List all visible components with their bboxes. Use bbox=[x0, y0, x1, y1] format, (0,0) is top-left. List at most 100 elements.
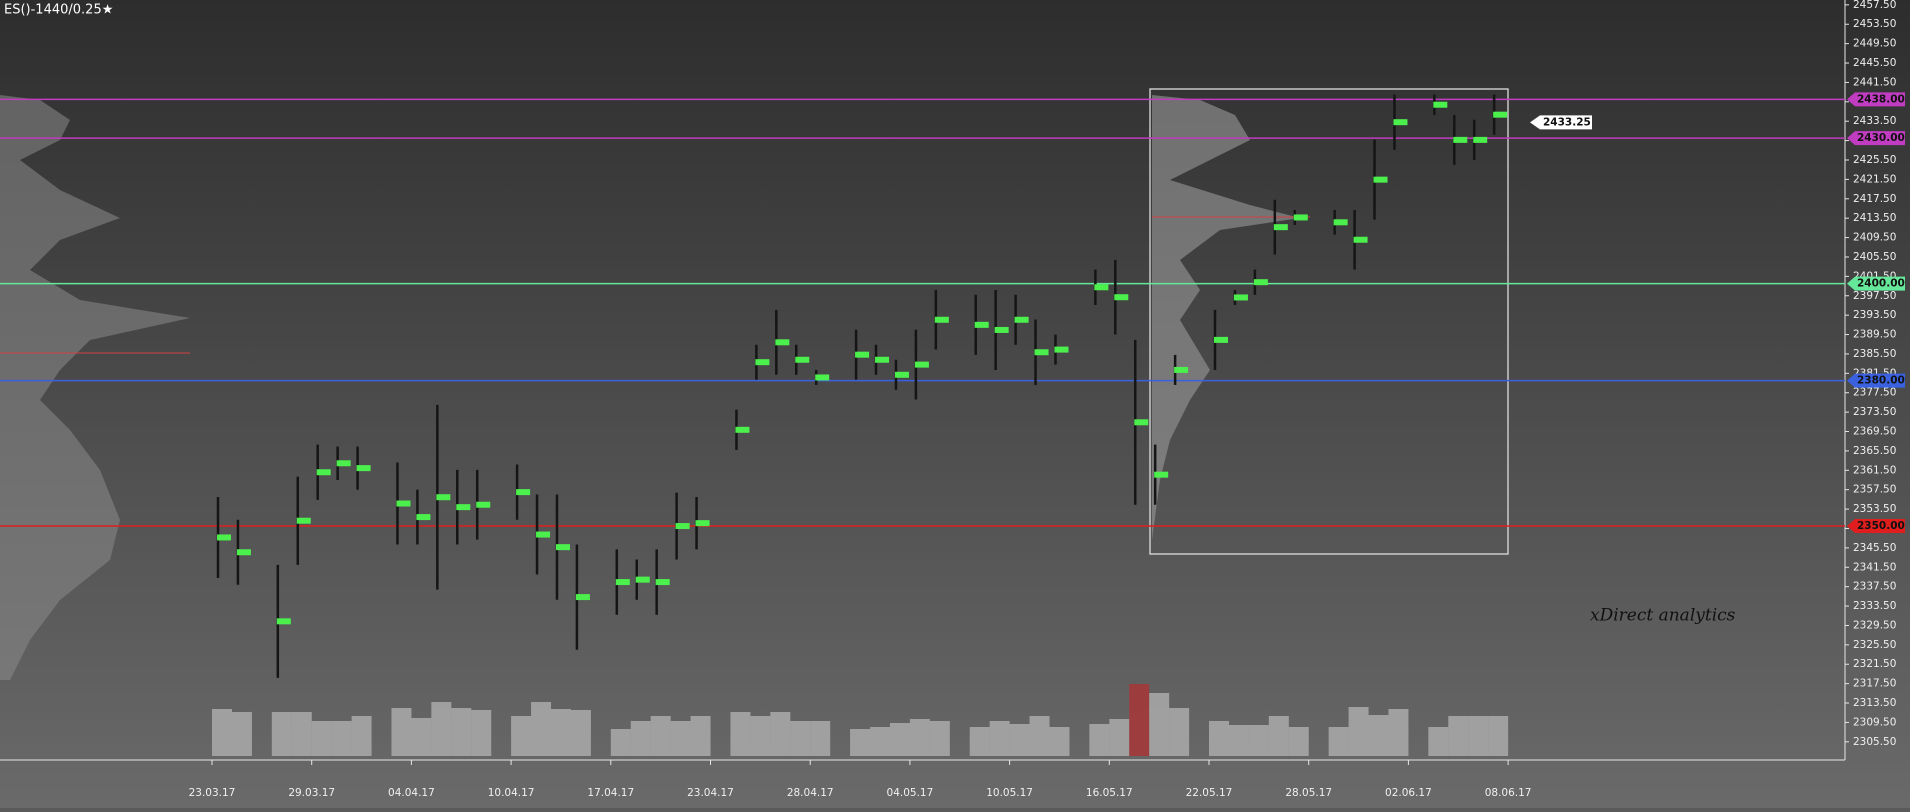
volume-bar bbox=[770, 712, 791, 756]
profile-marker bbox=[655, 579, 670, 586]
y-tick-label: 2325.50 bbox=[1853, 639, 1896, 651]
volume-bar bbox=[231, 712, 252, 756]
volume-bar bbox=[1288, 727, 1309, 756]
level-label: 2438.00 bbox=[1857, 93, 1905, 105]
y-tick-label: 2333.50 bbox=[1853, 600, 1896, 612]
profile-marker bbox=[236, 549, 251, 556]
y-tick-label: 2445.50 bbox=[1853, 57, 1896, 69]
profile-marker bbox=[1453, 136, 1468, 143]
volume-bar bbox=[929, 721, 950, 756]
profile-marker bbox=[1493, 111, 1508, 118]
profile-marker bbox=[1174, 366, 1189, 373]
y-tick-label: 2393.50 bbox=[1853, 309, 1896, 321]
volume-bar bbox=[909, 719, 930, 756]
profile-marker bbox=[555, 544, 570, 551]
x-tick-label: 04.04.17 bbox=[388, 787, 435, 799]
profile-marker bbox=[356, 465, 371, 472]
volume-bar bbox=[291, 712, 312, 756]
y-tick-label: 2409.50 bbox=[1853, 232, 1896, 244]
x-tick-label: 10.05.17 bbox=[986, 787, 1033, 799]
volume-bar bbox=[650, 716, 671, 756]
profile-marker bbox=[575, 594, 590, 601]
y-tick-label: 2373.50 bbox=[1853, 406, 1896, 418]
y-tick-label: 2405.50 bbox=[1853, 251, 1896, 263]
profile-marker bbox=[1253, 279, 1268, 286]
volume-bar bbox=[889, 723, 910, 756]
volume-bar bbox=[271, 712, 292, 756]
profile-marker bbox=[1034, 349, 1049, 356]
x-tick-label: 10.04.17 bbox=[488, 787, 535, 799]
y-tick-label: 2357.50 bbox=[1853, 484, 1896, 496]
y-tick-label: 2317.50 bbox=[1853, 678, 1896, 690]
profile-marker bbox=[795, 356, 810, 363]
volume-bar bbox=[570, 710, 591, 756]
profile-marker bbox=[994, 326, 1009, 333]
y-tick-label: 2453.50 bbox=[1853, 18, 1896, 30]
volume-bar bbox=[630, 721, 651, 756]
profile-marker bbox=[1273, 224, 1288, 231]
volume-bar bbox=[1368, 715, 1389, 756]
y-tick-label: 2413.50 bbox=[1853, 212, 1896, 224]
y-tick-label: 2385.50 bbox=[1853, 348, 1896, 360]
profile-marker bbox=[1353, 236, 1368, 243]
profile-marker bbox=[1054, 346, 1069, 353]
profile-marker bbox=[934, 316, 949, 323]
volume-bar bbox=[670, 721, 691, 756]
volume-bar bbox=[351, 716, 372, 756]
y-tick-label: 2457.50 bbox=[1853, 0, 1896, 11]
profile-marker bbox=[316, 469, 331, 476]
y-tick-label: 2397.50 bbox=[1853, 290, 1896, 302]
y-tick-label: 2389.50 bbox=[1853, 329, 1896, 341]
volume-bar bbox=[1149, 693, 1170, 756]
y-tick-label: 2353.50 bbox=[1853, 503, 1896, 515]
profile-marker bbox=[516, 489, 531, 496]
y-tick-label: 2345.50 bbox=[1853, 542, 1896, 554]
current-price-label: 2433.25 bbox=[1543, 116, 1591, 128]
volume-bar bbox=[471, 710, 492, 756]
volume-bar bbox=[411, 718, 432, 756]
profile-marker bbox=[1094, 284, 1109, 291]
x-tick-label: 23.03.17 bbox=[189, 787, 236, 799]
x-tick-label: 23.04.17 bbox=[687, 787, 734, 799]
volume-bar bbox=[810, 721, 831, 756]
profile-marker bbox=[296, 517, 311, 524]
x-tick-label: 02.06.17 bbox=[1385, 787, 1432, 799]
volume-bar bbox=[311, 721, 332, 756]
profile-marker bbox=[396, 500, 411, 507]
level-label: 2400.00 bbox=[1857, 278, 1905, 290]
volume-bar bbox=[870, 727, 891, 756]
profile-marker bbox=[815, 374, 830, 381]
volume-bar bbox=[610, 729, 631, 756]
profile-marker bbox=[615, 579, 630, 586]
profile-marker bbox=[1134, 419, 1149, 426]
volume-bar bbox=[1209, 721, 1229, 756]
x-tick-label: 17.04.17 bbox=[587, 787, 634, 799]
profile-marker bbox=[1154, 471, 1169, 478]
profile-marker bbox=[974, 321, 989, 328]
profile-marker bbox=[1373, 176, 1388, 183]
profile-marker bbox=[476, 501, 491, 508]
volume-bar bbox=[1428, 727, 1449, 756]
volume-bar bbox=[1328, 727, 1349, 756]
x-tick-label: 22.05.17 bbox=[1186, 787, 1233, 799]
volume-bar bbox=[1049, 727, 1070, 756]
volume-bar bbox=[1448, 716, 1469, 756]
profile-marker bbox=[217, 534, 231, 541]
profile-marker bbox=[875, 356, 890, 363]
volume-bar bbox=[1468, 716, 1489, 756]
y-tick-label: 2321.50 bbox=[1853, 658, 1896, 670]
profile-marker bbox=[695, 520, 710, 527]
volume-bar bbox=[1348, 707, 1369, 756]
profile-marker bbox=[336, 460, 351, 467]
volume-bar bbox=[431, 702, 452, 756]
volume-bar bbox=[1109, 719, 1130, 756]
volume-bar bbox=[1029, 716, 1050, 756]
y-tick-label: 2369.50 bbox=[1853, 426, 1896, 438]
profile-marker bbox=[1014, 316, 1029, 323]
volume-bar bbox=[451, 708, 472, 756]
y-tick-label: 2433.50 bbox=[1853, 115, 1896, 127]
profile-marker bbox=[635, 576, 650, 583]
profile-marker bbox=[1214, 336, 1228, 343]
watermark: xDirect analytics bbox=[1590, 606, 1736, 626]
